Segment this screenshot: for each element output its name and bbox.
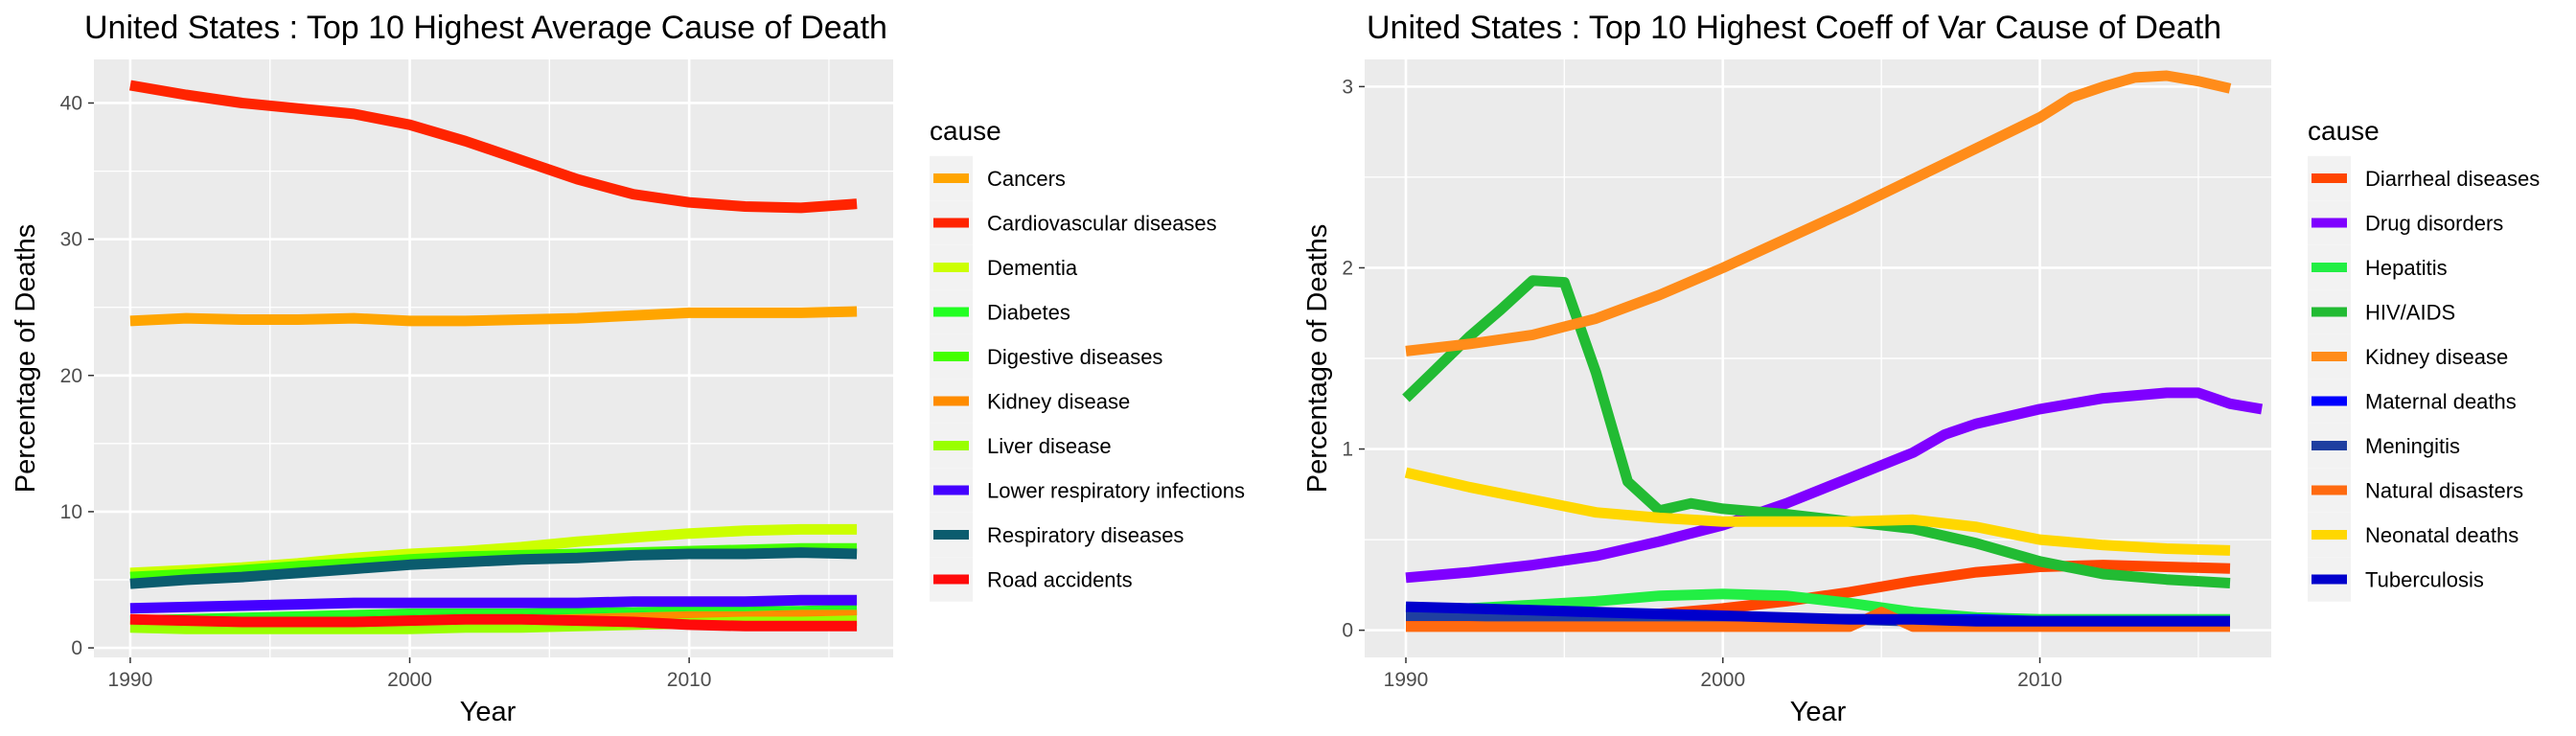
series-line-drug-disorders: [1405, 387, 2264, 584]
legend-label: Dementia: [987, 256, 1078, 280]
series-line-respiratory-diseases: [129, 547, 858, 589]
chart-1: United States : Top 10 Highest Average C…: [11, 10, 1245, 727]
chart-2-y-axis-title: Percentage of Deaths: [1302, 224, 1333, 494]
legend-label: Respiratory diseases: [987, 523, 1184, 547]
series-line-tuberculosis: [1405, 601, 2230, 627]
legend-label: HIV/AIDS: [2365, 301, 2455, 325]
series-line-cancers: [129, 306, 858, 327]
legend-label: Natural disasters: [2365, 479, 2523, 503]
legend-label: Cancers: [987, 167, 1066, 191]
chart-1-title: United States : Top 10 Highest Average C…: [84, 10, 887, 46]
chart-1-x-axis-title: Year: [460, 697, 517, 727]
legend-label: Drug disorders: [2365, 212, 2503, 236]
chart-2-tick-labels: 1990 2000 2010 0 1 2 3: [1342, 76, 2062, 691]
chart-2-title: United States : Top 10 Highest Coeff of …: [1367, 10, 2221, 46]
legend-label: Cardiovascular diseases: [987, 212, 1217, 236]
x-tick-label: 2010: [667, 669, 712, 691]
chart-1-series-lines: [128, 80, 858, 634]
x-tick-label: 1990: [108, 669, 153, 691]
chart-1-tick-labels: 1990 2000 2010 0 10 20 30 40: [60, 92, 712, 691]
chart-1-legend: Cancers Cardiovascular diseases Dementia Di…: [930, 155, 1245, 602]
legend-label: Kidney disease: [2365, 345, 2508, 369]
y-tick-label: 1: [1342, 439, 1353, 461]
chart-1-legend-title: cause: [930, 116, 1001, 146]
x-tick-label: 2010: [2017, 669, 2062, 691]
y-tick-label: 20: [60, 365, 82, 387]
y-tick-label: 40: [60, 92, 82, 114]
chart-2: United States : Top 10 Highest Coeff of …: [1302, 10, 2540, 727]
x-tick-label: 1990: [1384, 669, 1429, 691]
y-tick-label: 2: [1342, 257, 1353, 279]
y-tick-label: 10: [60, 501, 82, 523]
legend-label: Neonatal deaths: [2365, 523, 2518, 547]
y-tick-label: 0: [71, 637, 82, 659]
legend-label: Diabetes: [987, 301, 1070, 325]
legend-label: Maternal deaths: [2365, 390, 2517, 414]
legend-label: Lower respiratory infections: [987, 479, 1245, 503]
legend-label: Meningitis: [2365, 434, 2460, 458]
series-line-hiv-aids: [1402, 275, 2231, 588]
series-line-lower-respiratory-infections: [129, 594, 858, 614]
series-line-cardiovascular-diseases: [128, 80, 858, 214]
chart-2-series-lines: [1402, 70, 2264, 632]
chart-2-legend: Diarrheal diseases Drug disorders Hepatiti…: [2308, 155, 2540, 602]
legend-label: Liver disease: [987, 434, 1112, 458]
chart-2-legend-title: cause: [2308, 116, 2380, 146]
legend-label: Road accidents: [987, 568, 1133, 592]
x-tick-label: 2000: [387, 669, 432, 691]
chart-2-x-axis-title: Year: [1790, 697, 1847, 727]
chart-1-gridlines: [94, 59, 893, 657]
legend-label: Kidney disease: [987, 390, 1130, 414]
y-tick-label: 30: [60, 229, 82, 251]
legend-label: Digestive diseases: [987, 345, 1162, 369]
y-tick-label: 0: [1342, 620, 1353, 642]
series-line-road-accidents: [129, 613, 858, 632]
legend-label: Hepatitis: [2365, 256, 2448, 280]
series-line-neonatal-deaths: [1404, 467, 2231, 556]
y-tick-label: 3: [1342, 76, 1353, 98]
series-line-natural-disasters: [1406, 607, 2230, 632]
x-tick-label: 2000: [1700, 669, 1745, 691]
chart-1-y-axis-title: Percentage of Deaths: [11, 224, 41, 494]
legend-label: Diarrheal diseases: [2365, 167, 2540, 191]
legend-label: Tuberculosis: [2365, 568, 2484, 592]
series-line-kidney-disease: [1405, 70, 2232, 356]
